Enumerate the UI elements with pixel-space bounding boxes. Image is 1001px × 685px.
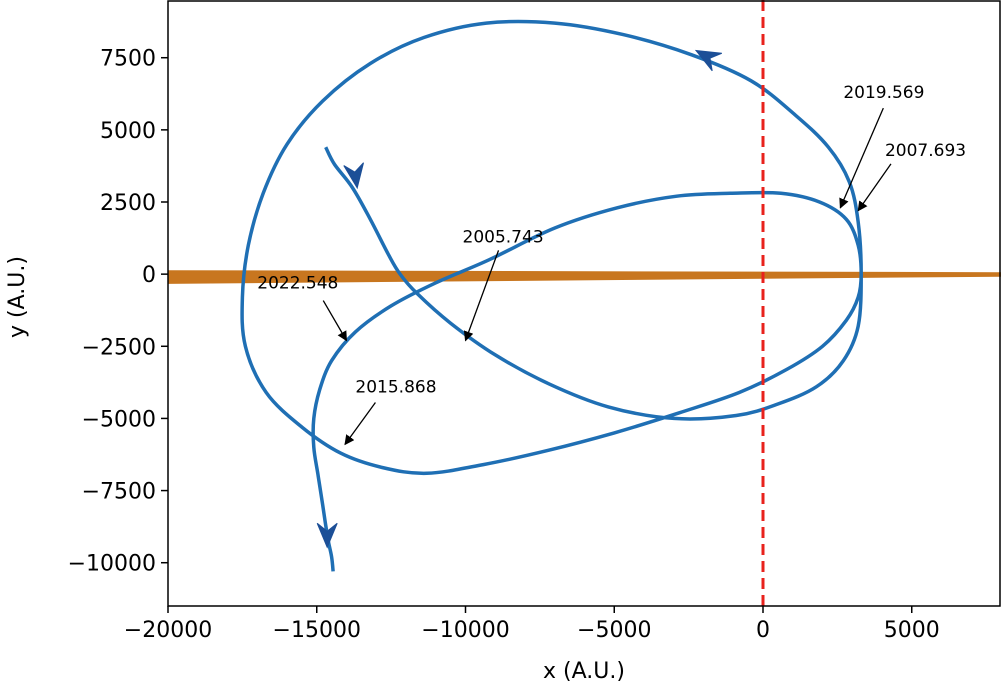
annotation-label: 2005.743 [463,227,544,247]
annotation-label: 2015.868 [355,377,436,397]
plot-frame [167,0,1001,607]
y-tick-label: −10000 [68,552,156,577]
y-tick-label: −5000 [82,407,156,432]
annotation-arrow [463,250,500,342]
y-tick-label: 2500 [100,191,156,216]
y-tick-label: 7500 [100,47,156,72]
y-tick-label: 5000 [100,119,156,144]
annotation-arrow [839,107,884,209]
y-tick-label: 0 [142,263,156,288]
annotation-label: 2022.548 [257,274,338,294]
plot-area [168,0,1001,606]
direction-arrow-marker [343,162,364,190]
x-tick-label: −20000 [124,618,212,643]
annotation-label: 2019.569 [843,83,924,103]
annotation-arrow [857,163,892,212]
x-tick-label: −10000 [421,618,509,643]
annotation-arrow [344,402,376,446]
annotation-arrow [322,300,348,342]
x-axis-label: x (A.U.) [543,659,625,684]
orbit-series-line [240,19,863,572]
horizontal-band [168,270,1001,284]
y-axis-label: y (A.U.) [5,256,30,338]
x-tick-label: 0 [756,618,770,643]
axes: 2019.569 2007.693 2005.743 2022.548 2015.868… [68,0,1001,643]
direction-arrow-marker [694,49,722,72]
annotation-label: 2007.693 [885,141,966,161]
x-tick-label: −15000 [273,618,361,643]
direction-arrow-marker [316,522,338,549]
x-tick-label: 5000 [884,618,940,643]
x-tick-label: −5000 [577,618,651,643]
y-tick-label: −2500 [82,335,156,360]
y-tick-label: −7500 [82,480,156,505]
